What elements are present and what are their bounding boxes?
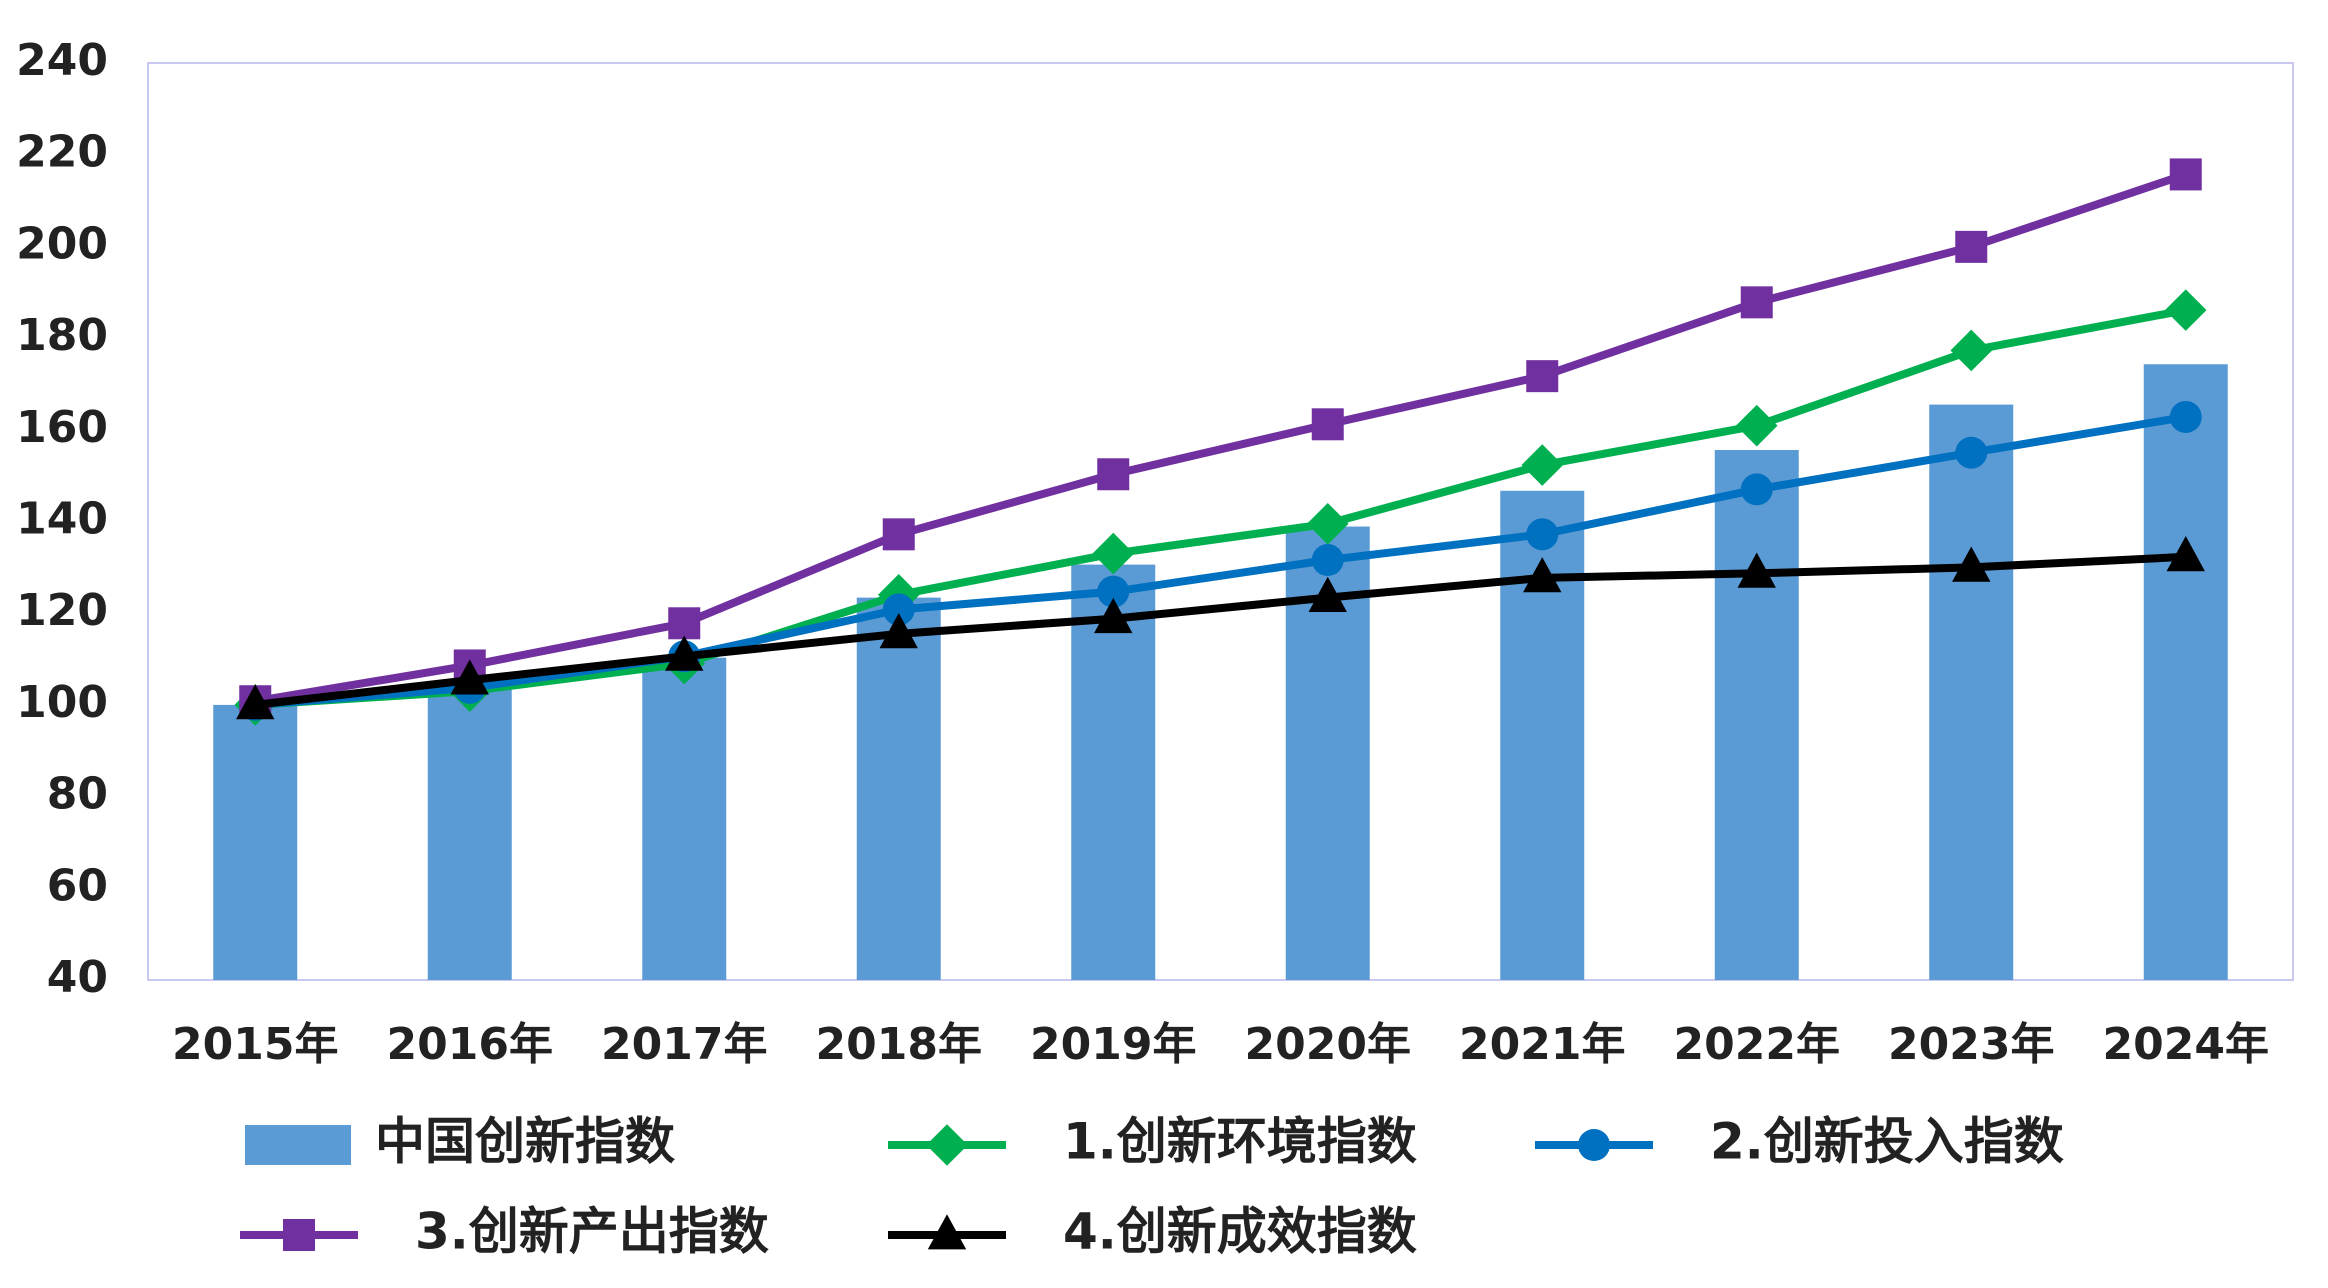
marker xyxy=(1097,575,1130,608)
marker xyxy=(1740,286,1773,319)
y-tick-label: 160 xyxy=(16,402,108,453)
marker xyxy=(2166,536,2205,572)
marker xyxy=(926,1124,968,1166)
x-tick-label: 2018年 xyxy=(816,1019,982,1070)
marker xyxy=(450,659,489,695)
marker xyxy=(2169,400,2202,433)
bar xyxy=(427,684,512,980)
y-tick-label: 120 xyxy=(16,585,108,636)
marker xyxy=(879,613,918,649)
marker xyxy=(2169,158,2202,191)
y-tick-label: 240 xyxy=(16,35,108,86)
bar xyxy=(1071,564,1156,980)
marker xyxy=(1097,458,1130,491)
bar xyxy=(1929,404,2014,980)
x-tick-label: 2022年 xyxy=(1674,1019,1840,1070)
bar xyxy=(856,597,941,980)
marker xyxy=(1523,557,1562,593)
marker xyxy=(1311,408,1344,441)
y-tick-label: 180 xyxy=(16,310,108,361)
marker xyxy=(1521,444,1564,486)
line xyxy=(254,170,2188,706)
bar xyxy=(2143,364,2228,980)
marker xyxy=(1526,518,1559,551)
x-tick-label: 2017年 xyxy=(601,1019,767,1070)
marker xyxy=(283,1219,315,1251)
bar xyxy=(1714,449,1799,980)
x-tick-label: 2023年 xyxy=(1888,1019,2054,1070)
x-tick-label: 2015年 xyxy=(172,1019,338,1070)
y-tick-label: 200 xyxy=(16,218,108,269)
line xyxy=(254,413,2187,709)
legend-label: 1.创新环境指数 xyxy=(1063,1113,1417,1171)
x-tick-label: 2020年 xyxy=(1245,1019,1411,1070)
plot-area xyxy=(147,62,2294,981)
x-tick-label: 2019年 xyxy=(1030,1019,1196,1070)
legend-label: 中国创新指数 xyxy=(375,1113,675,1171)
y-tick-label: 100 xyxy=(16,677,108,728)
line xyxy=(254,552,2186,709)
y-tick-label: 80 xyxy=(47,769,108,820)
marker xyxy=(1740,473,1773,506)
legend-label: 3.创新产出指数 xyxy=(415,1203,769,1261)
marker xyxy=(927,1214,967,1250)
marker xyxy=(1092,532,1135,575)
marker xyxy=(1308,576,1347,613)
legend-label: 4.创新成效指数 xyxy=(1063,1203,1417,1261)
y-tick-label: 60 xyxy=(47,860,108,911)
marker xyxy=(1737,552,1776,588)
x-tick-label: 2016年 xyxy=(387,1019,553,1070)
y-tick-label: 40 xyxy=(47,952,108,1003)
bar xyxy=(213,704,298,980)
marker xyxy=(1950,329,1993,372)
bar xyxy=(642,657,727,980)
legend-swatch xyxy=(245,1125,351,1165)
marker xyxy=(1311,544,1344,577)
marker xyxy=(882,593,915,626)
marker xyxy=(1526,360,1559,393)
y-tick-label: 140 xyxy=(16,494,108,545)
marker xyxy=(2164,289,2207,331)
marker xyxy=(1955,230,1988,263)
marker xyxy=(668,607,701,640)
line xyxy=(254,306,2187,709)
marker xyxy=(1952,546,1991,582)
marker xyxy=(236,684,275,720)
marker xyxy=(882,518,915,551)
marker xyxy=(1735,404,1778,447)
x-tick-label: 2021年 xyxy=(1459,1019,1625,1070)
marker xyxy=(1578,1129,1610,1161)
marker xyxy=(1094,597,1133,634)
marker xyxy=(1306,502,1349,545)
y-tick-label: 220 xyxy=(16,127,108,178)
x-tick-label: 2024年 xyxy=(2103,1019,2269,1070)
marker xyxy=(665,635,704,671)
marker xyxy=(1955,436,1988,469)
legend-label: 2.创新投入指数 xyxy=(1710,1113,2064,1171)
